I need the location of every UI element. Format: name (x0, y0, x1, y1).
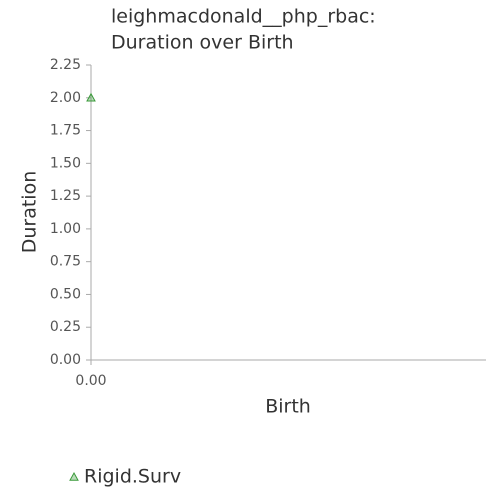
y-axis-label: Duration (19, 171, 41, 254)
y-tick-label: 0.00 (50, 352, 81, 368)
y-tick-label: 1.50 (50, 155, 81, 171)
y-tick-label: 2.00 (50, 90, 81, 106)
point (86, 92, 96, 102)
y-tick-label: 0.75 (50, 254, 81, 270)
y-tick-label: 0.50 (50, 286, 81, 302)
y-tick-label: 2.25 (50, 57, 81, 73)
y-tick-label: 0.25 (50, 319, 81, 335)
chart-title: Duration over Birth (111, 32, 294, 54)
legend-label: Rigid.Surv (84, 466, 181, 488)
y-tick-label: 1.00 (50, 221, 81, 237)
x-axis-label: Birth (265, 396, 311, 418)
legend-marker (69, 471, 79, 481)
x-tick-label: 0.00 (75, 373, 106, 389)
y-tick-label: 1.75 (50, 123, 81, 139)
y-tick-label: 1.25 (50, 188, 81, 204)
chart-title: leighmacdonald__php_rbac: (111, 6, 376, 28)
